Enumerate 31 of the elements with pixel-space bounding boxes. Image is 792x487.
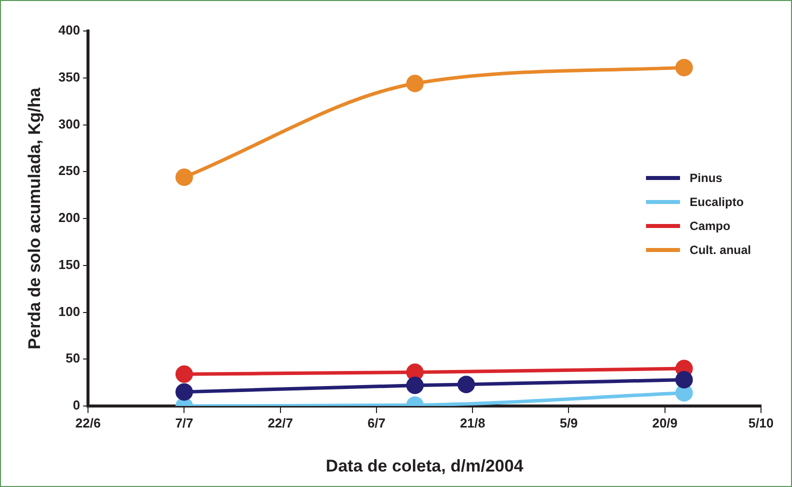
point xyxy=(457,376,475,394)
x-tick-label: 5/10 xyxy=(748,415,774,430)
x-tick-label: 21/8 xyxy=(460,415,486,430)
x-tick-label: 5/9 xyxy=(560,415,578,430)
x-tick-label: 6/7 xyxy=(367,415,386,430)
y-tick-label: 350 xyxy=(58,69,80,84)
legend-label: Eucalipto xyxy=(690,195,744,209)
y-axis-title: Perda de solo acumulada, Kg/ha xyxy=(24,87,44,350)
x-tick-label: 22/7 xyxy=(268,415,294,430)
y-tick-label: 0 xyxy=(72,398,80,413)
point xyxy=(175,383,193,401)
point xyxy=(406,376,424,394)
point xyxy=(406,74,424,92)
y-tick-label: 50 xyxy=(66,350,80,366)
point xyxy=(675,58,693,76)
legend-label: Cult. anual xyxy=(690,243,751,257)
point xyxy=(175,168,193,186)
point xyxy=(675,371,693,388)
y-tick-label: 300 xyxy=(58,116,80,132)
x-axis-title: Data de coleta, d/m/2004 xyxy=(326,456,524,476)
y-tick-label: 150 xyxy=(58,256,80,272)
y-tick-label: 200 xyxy=(58,210,80,226)
y-tick-label: 400 xyxy=(58,22,80,38)
legend-label: Pinus xyxy=(690,171,722,185)
legend-label: Campo xyxy=(690,219,730,233)
x-tick-label: 20/9 xyxy=(652,415,678,430)
y-tick-label: 250 xyxy=(58,163,80,178)
x-tick-label: 22/6 xyxy=(75,415,101,430)
y-tick-label: 100 xyxy=(58,304,80,319)
x-tick-label: 7/7 xyxy=(175,415,194,430)
point xyxy=(175,365,193,383)
